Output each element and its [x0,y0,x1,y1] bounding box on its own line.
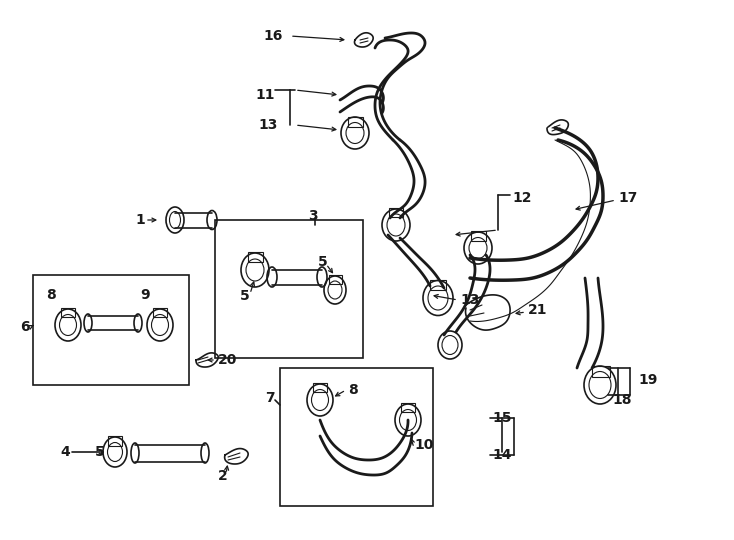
Text: 9: 9 [140,288,150,302]
Text: 6: 6 [20,320,29,334]
Bar [153,308,167,317]
Bar [313,383,327,392]
Bar [430,280,446,290]
Bar [280,368,433,506]
Bar [401,403,415,412]
Text: 15: 15 [492,411,512,425]
Bar [33,275,189,385]
Bar [108,436,122,446]
Text: 5: 5 [95,445,105,459]
Text: 12: 12 [512,191,531,205]
Bar [348,117,363,127]
Text: 8: 8 [348,383,357,397]
Text: 19: 19 [638,373,658,387]
Text: 7: 7 [265,391,275,405]
Text: 8: 8 [46,288,56,302]
Text: 3: 3 [308,209,318,223]
Bar [389,208,403,217]
Text: 5: 5 [240,289,250,303]
Bar [215,220,363,358]
Text: 21: 21 [528,303,548,317]
Bar [329,275,342,284]
Text: 2: 2 [218,469,228,483]
Bar [471,231,486,241]
Text: 4: 4 [60,445,70,459]
Text: 13: 13 [460,293,479,307]
Text: 1: 1 [135,213,145,227]
Text: 11: 11 [255,88,275,102]
Text: 20: 20 [218,353,237,367]
Text: 10: 10 [414,438,433,452]
Text: 18: 18 [612,393,631,407]
Text: 17: 17 [618,191,637,205]
Text: 5: 5 [318,255,328,269]
Bar [592,366,610,377]
Text: 16: 16 [263,29,283,43]
Bar [61,308,75,317]
Bar [248,252,263,262]
Text: 13: 13 [258,118,277,132]
Text: 14: 14 [492,448,512,462]
